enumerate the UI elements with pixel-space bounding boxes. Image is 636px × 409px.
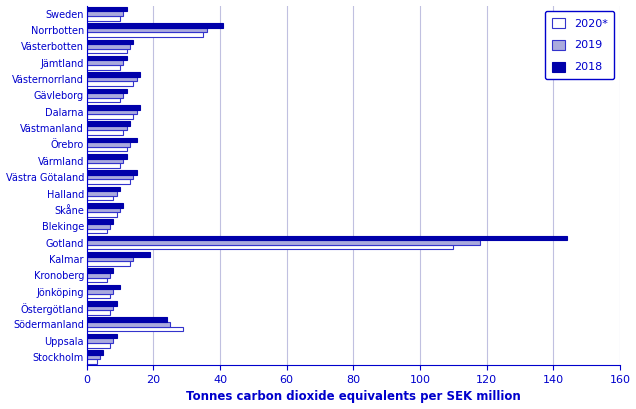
- Bar: [86, 72, 140, 77]
- Bar: [86, 114, 134, 119]
- Bar: [86, 175, 134, 180]
- Bar: [86, 187, 120, 191]
- Bar: [86, 142, 130, 147]
- Bar: [86, 40, 134, 44]
- Bar: [86, 285, 120, 289]
- Bar: [86, 138, 137, 142]
- Bar: [86, 81, 134, 86]
- Bar: [86, 294, 110, 299]
- Bar: [86, 229, 107, 233]
- Bar: [86, 44, 130, 49]
- Bar: [86, 343, 110, 348]
- Bar: [86, 208, 120, 212]
- Bar: [86, 212, 116, 217]
- Bar: [86, 334, 116, 338]
- Bar: [86, 327, 183, 331]
- Bar: [86, 224, 110, 229]
- Bar: [86, 7, 127, 11]
- Bar: [86, 11, 123, 16]
- Bar: [86, 105, 140, 110]
- Bar: [86, 256, 134, 261]
- Bar: [86, 110, 137, 114]
- Bar: [86, 170, 137, 175]
- Bar: [86, 219, 113, 224]
- Bar: [86, 98, 120, 102]
- Bar: [86, 126, 127, 130]
- Bar: [86, 236, 567, 240]
- Legend: 2020*, 2019, 2018: 2020*, 2019, 2018: [545, 11, 614, 79]
- Bar: [86, 147, 127, 151]
- Bar: [86, 65, 120, 70]
- Bar: [86, 32, 204, 37]
- Bar: [86, 338, 113, 343]
- Bar: [86, 121, 130, 126]
- Bar: [86, 301, 116, 306]
- Bar: [86, 49, 127, 53]
- Bar: [86, 278, 107, 282]
- Bar: [86, 163, 120, 168]
- Bar: [86, 350, 104, 355]
- Bar: [86, 355, 100, 359]
- Bar: [86, 322, 170, 327]
- Bar: [86, 261, 130, 266]
- Bar: [86, 16, 120, 20]
- Bar: [86, 130, 123, 135]
- Bar: [86, 317, 167, 322]
- Bar: [86, 23, 223, 28]
- Bar: [86, 196, 113, 200]
- Bar: [86, 273, 110, 278]
- Bar: [86, 180, 130, 184]
- Bar: [86, 56, 127, 61]
- Bar: [86, 252, 150, 256]
- Bar: [86, 191, 116, 196]
- Bar: [86, 245, 453, 249]
- Bar: [86, 310, 110, 315]
- Bar: [86, 289, 113, 294]
- Bar: [86, 359, 97, 364]
- Bar: [86, 268, 113, 273]
- Bar: [86, 61, 123, 65]
- Bar: [86, 240, 480, 245]
- Bar: [86, 203, 123, 208]
- Bar: [86, 89, 127, 93]
- Bar: [86, 154, 127, 159]
- Bar: [86, 306, 113, 310]
- Bar: [86, 28, 207, 32]
- X-axis label: Tonnes carbon dioxide equivalents per SEK million: Tonnes carbon dioxide equivalents per SE…: [186, 391, 521, 403]
- Bar: [86, 77, 137, 81]
- Bar: [86, 159, 123, 163]
- Bar: [86, 93, 123, 98]
